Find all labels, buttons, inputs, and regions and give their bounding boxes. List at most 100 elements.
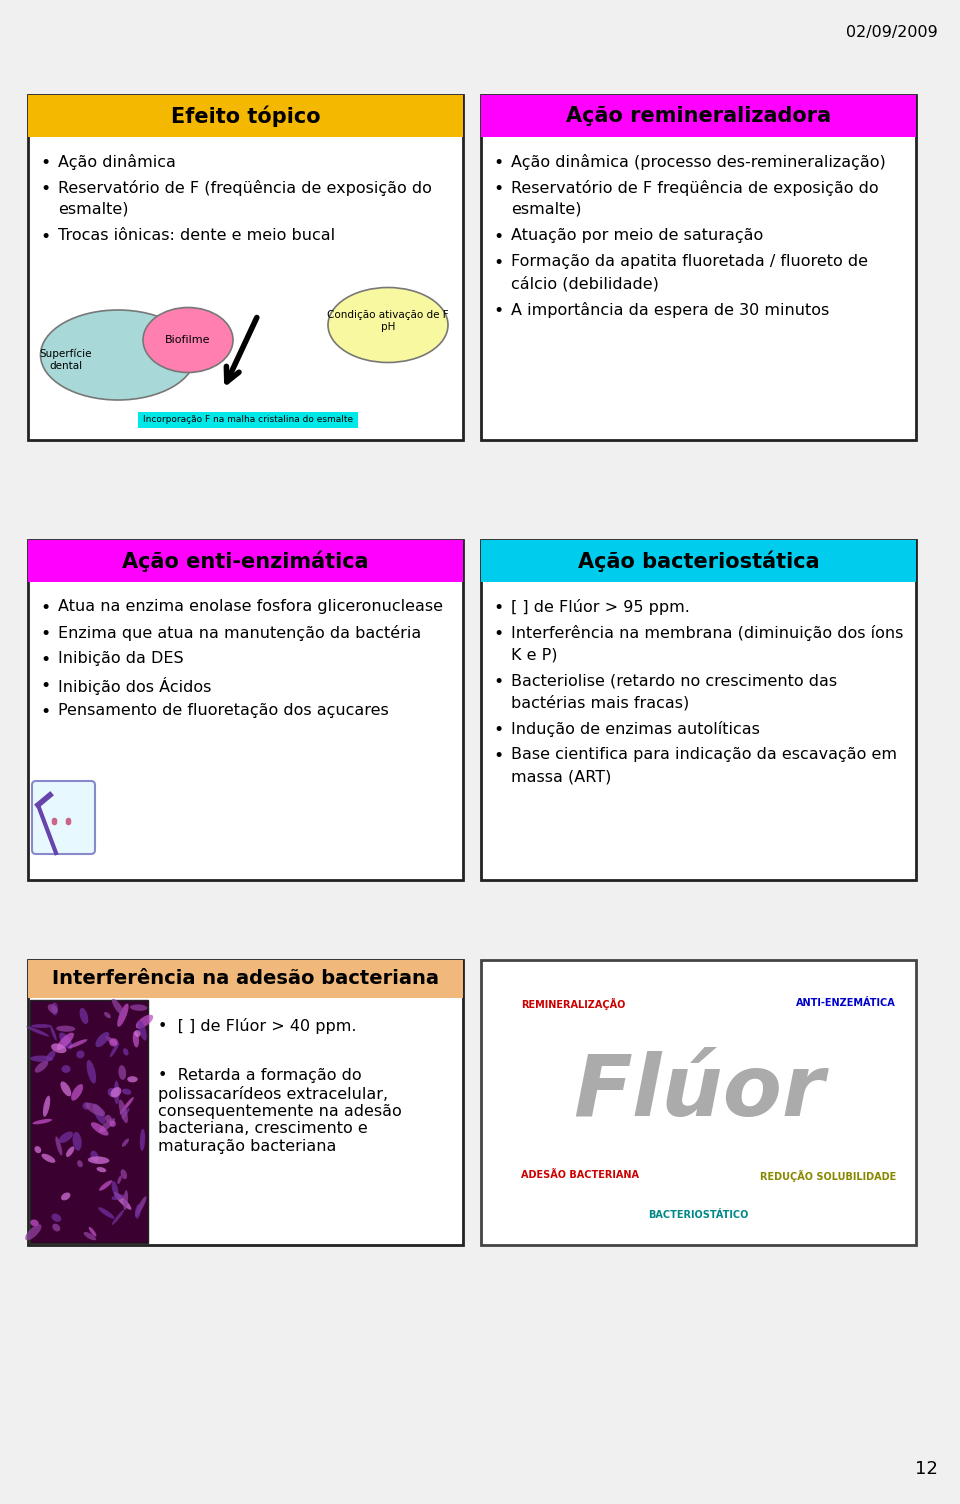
Bar xyxy=(28,960,463,1245)
Ellipse shape xyxy=(83,1102,90,1110)
Ellipse shape xyxy=(33,1119,52,1125)
Ellipse shape xyxy=(35,1146,41,1154)
Ellipse shape xyxy=(118,1065,126,1080)
Ellipse shape xyxy=(30,1056,53,1062)
Ellipse shape xyxy=(52,1002,58,1015)
Text: •: • xyxy=(40,153,50,171)
Text: 12: 12 xyxy=(915,1460,938,1478)
Ellipse shape xyxy=(123,1190,128,1211)
Ellipse shape xyxy=(128,1077,137,1083)
Text: •: • xyxy=(40,180,50,199)
Text: Trocas iônicas: dente e meio bucal: Trocas iônicas: dente e meio bucal xyxy=(58,229,335,244)
Text: •: • xyxy=(40,229,50,247)
Text: Inibição da DES: Inibição da DES xyxy=(58,651,183,666)
Ellipse shape xyxy=(61,1065,71,1072)
Text: •: • xyxy=(493,672,503,690)
Ellipse shape xyxy=(57,1033,74,1050)
Bar xyxy=(481,960,916,1245)
Ellipse shape xyxy=(130,1005,147,1011)
Text: Enzima que atua na manutenção da bactéria: Enzima que atua na manutenção da bactéri… xyxy=(58,626,421,641)
Text: ADESÃO BACTERIANA: ADESÃO BACTERIANA xyxy=(521,1170,639,1181)
Ellipse shape xyxy=(56,1137,62,1155)
Ellipse shape xyxy=(50,1026,57,1041)
Bar xyxy=(28,540,463,880)
Ellipse shape xyxy=(328,287,448,362)
Ellipse shape xyxy=(114,1193,132,1209)
Ellipse shape xyxy=(135,1205,141,1218)
Ellipse shape xyxy=(143,307,233,373)
Text: REMINERALIZAÇÃO: REMINERALIZAÇÃO xyxy=(521,999,625,1011)
Ellipse shape xyxy=(93,1104,106,1123)
Text: A importância da espera de 30 minutos: A importância da espera de 30 minutos xyxy=(511,302,829,317)
Bar xyxy=(481,540,916,880)
Text: Incorporação F na malha cristalina do esmalte: Incorporação F na malha cristalina do es… xyxy=(143,415,353,424)
Ellipse shape xyxy=(99,1117,115,1133)
Text: •: • xyxy=(493,599,503,617)
Text: Ação dinâmica: Ação dinâmica xyxy=(58,153,176,170)
Text: Pensamento de fluoretação dos açucares: Pensamento de fluoretação dos açucares xyxy=(58,702,389,717)
Ellipse shape xyxy=(117,1176,122,1184)
Ellipse shape xyxy=(120,1096,133,1114)
Bar xyxy=(481,540,916,582)
Ellipse shape xyxy=(108,1087,116,1098)
Text: Ação enti-enzimática: Ação enti-enzimática xyxy=(122,550,369,572)
Text: •: • xyxy=(40,599,50,617)
Ellipse shape xyxy=(73,1133,82,1151)
Text: •  [ ] de Flúor > 40 ppm.: • [ ] de Flúor > 40 ppm. xyxy=(158,1018,356,1035)
Text: Biofilme: Biofilme xyxy=(165,335,211,344)
Text: 02/09/2009: 02/09/2009 xyxy=(847,26,938,41)
Text: •: • xyxy=(40,626,50,644)
Ellipse shape xyxy=(84,1232,96,1241)
Ellipse shape xyxy=(61,1193,70,1200)
Bar xyxy=(30,1000,148,1242)
Text: Formação da apatita fluoretada / fluoreto de: Formação da apatita fluoretada / fluoret… xyxy=(511,254,868,269)
Ellipse shape xyxy=(25,1224,41,1241)
Ellipse shape xyxy=(66,1146,74,1157)
Ellipse shape xyxy=(140,1130,145,1151)
Bar xyxy=(28,540,463,582)
Ellipse shape xyxy=(87,1157,109,1164)
Ellipse shape xyxy=(111,1209,124,1224)
Text: •: • xyxy=(40,677,50,695)
Ellipse shape xyxy=(46,1051,56,1060)
Text: Ação dinâmica (processo des-remineralização): Ação dinâmica (processo des-remineraliza… xyxy=(511,153,886,170)
Ellipse shape xyxy=(110,1087,121,1098)
Ellipse shape xyxy=(59,1131,73,1143)
Ellipse shape xyxy=(31,1220,39,1226)
Ellipse shape xyxy=(41,1154,56,1163)
Ellipse shape xyxy=(43,1096,50,1117)
Bar xyxy=(28,95,463,441)
Ellipse shape xyxy=(52,1214,61,1221)
Text: cálcio (debilidade): cálcio (debilidade) xyxy=(511,277,659,292)
Ellipse shape xyxy=(40,310,196,400)
Text: •: • xyxy=(40,702,50,720)
Text: Atuação por meio de saturação: Atuação por meio de saturação xyxy=(511,229,763,244)
Ellipse shape xyxy=(77,1160,83,1167)
Text: massa (ART): massa (ART) xyxy=(511,769,612,784)
Text: esmalte): esmalte) xyxy=(58,202,129,217)
Bar xyxy=(28,960,463,999)
Ellipse shape xyxy=(35,1060,48,1072)
Ellipse shape xyxy=(135,1015,154,1029)
FancyBboxPatch shape xyxy=(32,781,95,854)
Bar xyxy=(28,95,463,137)
Ellipse shape xyxy=(122,1139,129,1146)
Text: Ação remineralizadora: Ação remineralizadora xyxy=(566,105,831,126)
Text: REDUÇÃO SOLUBILIDADE: REDUÇÃO SOLUBILIDADE xyxy=(759,1170,896,1182)
Ellipse shape xyxy=(109,1042,119,1057)
Text: •: • xyxy=(493,153,503,171)
Text: Flúor: Flúor xyxy=(573,1051,825,1134)
Text: Interferência na membrana (diminuição dos íons: Interferência na membrana (diminuição do… xyxy=(511,626,903,641)
Ellipse shape xyxy=(117,1003,129,1027)
Ellipse shape xyxy=(97,1167,107,1172)
Ellipse shape xyxy=(95,1032,109,1047)
Text: Indução de enzimas autolíticas: Indução de enzimas autolíticas xyxy=(511,720,760,737)
Text: •: • xyxy=(40,651,50,669)
Ellipse shape xyxy=(122,1089,132,1095)
Ellipse shape xyxy=(31,1024,52,1027)
Text: •: • xyxy=(493,180,503,199)
Ellipse shape xyxy=(91,1122,108,1136)
Ellipse shape xyxy=(60,1033,73,1050)
Ellipse shape xyxy=(134,1030,140,1036)
Ellipse shape xyxy=(119,1099,128,1123)
